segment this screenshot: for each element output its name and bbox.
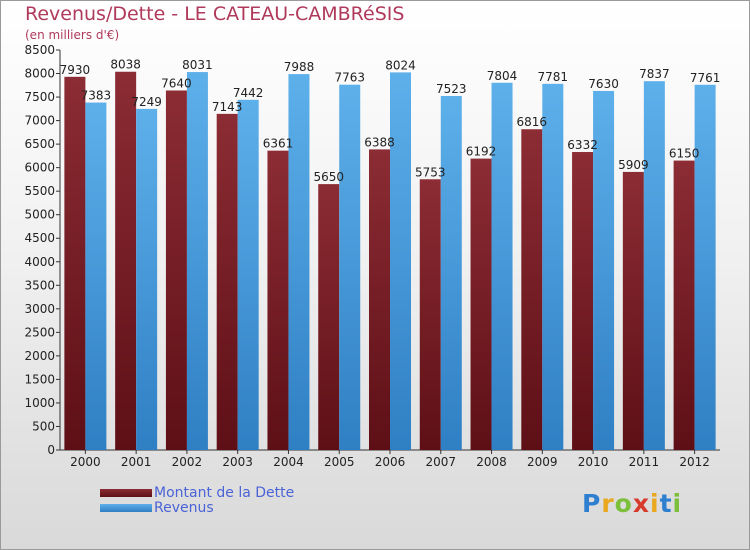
revenus-bar (440, 95, 462, 450)
y-tick-label: 7000 (24, 114, 55, 128)
dette-bar (165, 90, 187, 451)
data-label: 6361 (263, 137, 294, 151)
revenus-bar (85, 102, 107, 451)
dette-bar (216, 113, 238, 450)
x-tick-label: 2009 (527, 455, 558, 469)
data-label: 7781 (538, 70, 569, 84)
revenus-bar (491, 82, 513, 451)
data-label: 7763 (334, 71, 365, 85)
revenus-bar (542, 83, 564, 450)
data-label: 8038 (110, 58, 141, 72)
x-tick-label: 2000 (70, 455, 101, 469)
revenus-bar (643, 81, 665, 450)
data-label: 7442 (233, 86, 264, 100)
bars (64, 71, 716, 451)
revenus-bar (288, 74, 310, 450)
legend-label-dette: Montant de la Dette (154, 485, 295, 501)
y-tick-label: 8500 (24, 43, 55, 57)
x-tick-label: 2003 (222, 455, 253, 469)
data-label: 7804 (487, 69, 518, 83)
x-tick-label: 2002 (172, 455, 203, 469)
y-tick-label: 2500 (24, 325, 55, 339)
data-label: 7761 (690, 71, 721, 85)
y-tick-label: 4000 (24, 255, 55, 269)
data-label: 7988 (284, 60, 315, 74)
y-tick-label: 4500 (24, 231, 55, 245)
legend-label-revenus: Revenus (154, 500, 214, 516)
x-tick-label: 2004 (273, 455, 304, 469)
dette-bar (369, 149, 390, 450)
data-label: 5909 (618, 158, 649, 172)
dette-bar (419, 179, 441, 451)
legend-swatch-revenus (100, 504, 152, 512)
revenus-bar (339, 84, 361, 451)
data-label: 5753 (415, 165, 446, 179)
data-label: 7630 (588, 77, 619, 91)
data-label: 6816 (517, 115, 548, 129)
data-label: 8031 (182, 58, 213, 72)
data-label: 7837 (639, 67, 670, 81)
dette-bar (267, 150, 289, 451)
x-tick-label: 2010 (578, 455, 609, 469)
x-tick-label: 2007 (425, 455, 456, 469)
revenus-bar (390, 72, 411, 451)
chart-title: Revenus/Dette - LE CATEAU-CAMBRéSIS (25, 3, 405, 25)
revenus-bar (237, 99, 259, 450)
y-tick-label: 2000 (24, 349, 55, 363)
y-tick-label: 5500 (24, 184, 55, 198)
x-tick-label: 2005 (324, 455, 355, 469)
data-label: 7640 (161, 76, 192, 90)
dette-bar (115, 71, 137, 450)
data-label: 8024 (385, 58, 416, 72)
dette-bar (572, 152, 594, 450)
y-tick-label: 8000 (24, 67, 55, 81)
data-label: 6150 (669, 147, 700, 161)
data-label: 7523 (436, 82, 467, 96)
axes: 0 500 1000 1500 2000 2500 3000 3500 4000 4500 5000… (24, 43, 720, 469)
revenus-bar (186, 72, 208, 450)
y-tick-label: 3000 (24, 302, 55, 316)
y-tick-label: 6000 (24, 161, 55, 175)
y-tick-label: 0 (47, 443, 55, 457)
legend-swatch-dette (100, 489, 152, 497)
dette-bar (318, 184, 340, 450)
dette-bar (64, 76, 86, 450)
x-tick-label: 2001 (121, 455, 152, 469)
y-tick-label: 500 (32, 419, 55, 433)
x-tick-label: 2008 (476, 455, 507, 469)
data-label: 5650 (313, 170, 344, 184)
proxiti-logo: Proxiti (582, 489, 683, 518)
y-tick-label: 7500 (24, 90, 55, 104)
revenus-bar (694, 84, 716, 450)
y-tick-label: 1000 (24, 396, 55, 410)
data-label: 6192 (466, 145, 497, 159)
revenus-bar (136, 108, 158, 450)
y-tick-label: 6500 (24, 137, 55, 151)
data-label: 7383 (81, 89, 112, 103)
x-tick-label: 2011 (629, 455, 660, 469)
data-label: 6332 (567, 138, 598, 152)
x-tick-label: 2006 (375, 455, 406, 469)
x-tick-label: 2012 (679, 455, 710, 469)
dette-bar (521, 129, 543, 450)
dette-bar (673, 160, 695, 450)
revenus-bar (593, 90, 615, 451)
y-tick-label: 5000 (24, 208, 55, 222)
data-label: 6388 (364, 135, 395, 149)
y-tick-label: 3500 (24, 278, 55, 292)
dette-bar (622, 171, 644, 450)
dette-bar (470, 158, 492, 451)
chart-subtitle: (en milliers d'€) (25, 28, 120, 42)
data-label: 7249 (131, 95, 162, 109)
data-label: 7930 (60, 63, 91, 77)
data-label: 7143 (212, 100, 243, 114)
y-tick-label: 1500 (24, 372, 55, 386)
